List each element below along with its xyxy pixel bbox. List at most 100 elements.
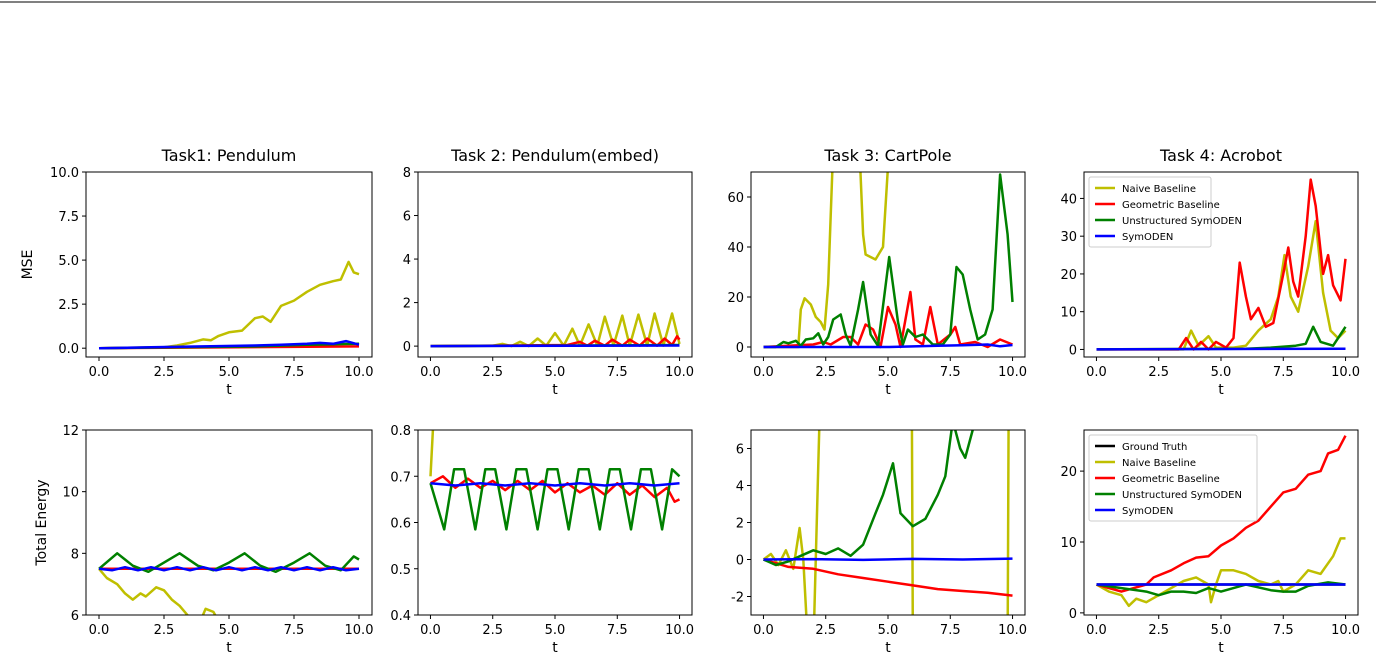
y-tick-label: 12	[62, 424, 79, 439]
legend: Naive Baseline Geometric Baseline Unstruct…	[1088, 176, 1242, 248]
x-tick-label: 5.0	[219, 365, 240, 380]
x-tick-label: 7.5	[940, 623, 961, 638]
series-line-naive	[98, 567, 217, 615]
y-tick-label: 0.4	[390, 609, 411, 624]
x-tick-label: 2.5	[815, 623, 836, 638]
series-line-symoden	[430, 344, 680, 348]
x-tick-label: 7.5	[284, 365, 305, 380]
y-tick-label: 0.6	[390, 517, 411, 532]
y-tick-label: 7.5	[58, 210, 79, 225]
legend-entry: Unstructured SymODEN	[1122, 216, 1242, 227]
y-tick-label: 0	[1069, 607, 1077, 622]
y-tick-label: 40	[727, 241, 744, 256]
x-tick-label: 7.5	[284, 623, 305, 638]
subplot-6: 0.0 2.5 5.0 7.5 10.0 0.4 0.5 0.6 0.7 0.8 t	[390, 424, 694, 656]
y-tick-label: 10	[1060, 536, 1077, 551]
legend-entry: Ground Truth	[1122, 442, 1187, 453]
y-tick-label: 10	[62, 486, 79, 501]
x-axis-label: t	[885, 382, 891, 398]
y-tick-label: 0	[403, 340, 411, 355]
y-tick-label: 4	[736, 480, 744, 495]
x-tick-label: 10.0	[1331, 623, 1360, 638]
subplot-8: 0.0 2.5 5.0 7.5 10.0 0 10 20 t Ground Truth Naive …	[1060, 429, 1360, 656]
series-line-naive	[98, 260, 360, 350]
x-axis-label: t	[226, 640, 232, 656]
subplot-title: Task 4: Acrobot	[1159, 146, 1282, 165]
x-tick-label: 0.0	[420, 623, 441, 638]
x-tick-label: 2.5	[1148, 365, 1169, 380]
y-tick-label: 2	[736, 517, 744, 532]
x-tick-label: 0.0	[420, 365, 441, 380]
x-tick-label: 2.5	[1148, 623, 1169, 638]
x-tick-label: 7.5	[607, 365, 628, 380]
series-line-naive	[429, 430, 435, 477]
x-tick-label: 10.0	[1331, 365, 1360, 380]
series-line-unstructured	[429, 468, 681, 531]
x-tick-label: 2.5	[815, 365, 836, 380]
y-tick-label: 6	[403, 210, 411, 225]
y-tick-label: 8	[403, 166, 411, 181]
legend-entry: Naive Baseline	[1122, 458, 1196, 469]
y-tick-label: 0	[736, 341, 744, 356]
x-tick-label: 2.5	[482, 365, 503, 380]
legend-entry: Geometric Baseline	[1122, 200, 1220, 211]
x-tick-label: 0.0	[89, 623, 110, 638]
x-axis-label: t	[885, 640, 891, 656]
y-tick-label: 0.5	[390, 563, 411, 578]
y-tick-label: 60	[727, 191, 744, 206]
legend-box	[1088, 176, 1212, 248]
subplot-2: 0.0 2.5 5.0 7.5 10.0 0 2 4 6 8 Task 2: Pendulum(em…	[403, 146, 694, 398]
y-tick-label: 2	[403, 297, 411, 312]
series-line-geometric	[763, 558, 1013, 597]
x-tick-label: 2.5	[154, 623, 175, 638]
y-tick-label: 0.8	[390, 424, 411, 439]
y-tick-label: 5.0	[58, 254, 79, 269]
series-line-geometric	[1096, 178, 1347, 351]
series-line-symoden	[1096, 347, 1346, 351]
x-tick-label: 10.0	[345, 365, 374, 380]
series-line-naive	[763, 172, 889, 349]
axes-frame	[417, 429, 693, 616]
x-tick-label: 10.0	[345, 623, 374, 638]
axes-frame	[85, 429, 373, 616]
legend: Ground Truth Naive Baseline Geometric Base…	[1088, 434, 1258, 522]
subplot-title: Task 3: CartPole	[823, 146, 951, 165]
x-tick-label: 10.0	[665, 623, 694, 638]
legend-entry: SymODEN	[1122, 232, 1173, 243]
y-tick-label: 20	[1060, 465, 1077, 480]
series-line-symoden	[430, 481, 680, 487]
series-line-naive	[430, 312, 681, 348]
x-tick-label: 2.5	[482, 623, 503, 638]
y-axis-label: Total Energy	[34, 479, 50, 566]
x-tick-label: 10.0	[998, 623, 1027, 638]
series-line-unstructured	[98, 552, 360, 574]
x-tick-label: 7.5	[940, 365, 961, 380]
subplot-3: 0.0 2.5 5.0 7.5 10.0 0 20 40 60 Task 3: CartPole t	[727, 146, 1027, 398]
x-tick-label: 0.0	[753, 365, 774, 380]
series-line-symoden	[763, 343, 1013, 349]
legend-entry: SymODEN	[1122, 506, 1173, 517]
y-tick-label: 30	[1060, 230, 1077, 245]
y-axis-label: MSE	[20, 250, 36, 280]
series-line-unstructured	[762, 430, 974, 567]
x-tick-label: 5.0	[545, 623, 566, 638]
axes-frame	[750, 429, 1026, 616]
series-line-geometric	[430, 335, 681, 348]
y-tick-label: 0.7	[390, 470, 411, 485]
x-tick-label: 0.0	[1086, 623, 1107, 638]
x-tick-label: 5.0	[1211, 365, 1232, 380]
subplot-7: 0.0 2.5 5.0 7.5 10.0 -2 0 2 4 6 t	[731, 429, 1027, 656]
x-axis-label: t	[1218, 640, 1224, 656]
x-tick-label: 7.5	[607, 623, 628, 638]
series-line-naive	[1095, 537, 1346, 608]
series-line-symoden	[98, 339, 360, 350]
legend-entry: Naive Baseline	[1122, 184, 1196, 195]
x-tick-label: 7.5	[1273, 365, 1294, 380]
x-axis-label: t	[1218, 382, 1224, 398]
y-tick-label: 20	[727, 291, 744, 306]
legend-entry: Geometric Baseline	[1122, 474, 1220, 485]
x-tick-label: 5.0	[545, 365, 566, 380]
y-tick-label: 6	[71, 609, 79, 624]
